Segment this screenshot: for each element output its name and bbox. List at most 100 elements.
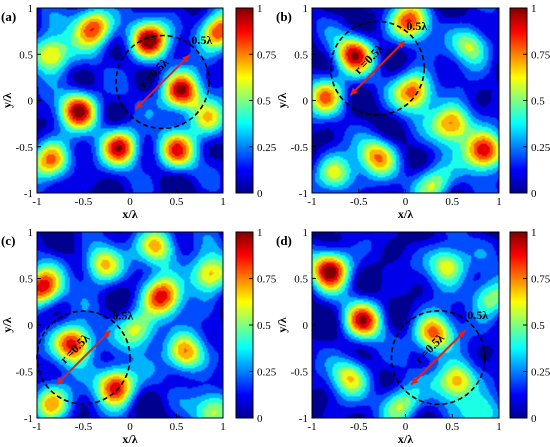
arrow-head	[56, 377, 64, 385]
y-tick-label: -0.5	[16, 367, 34, 379]
circle-label: 0.5λ	[406, 19, 427, 33]
x-tick-label: -1	[307, 421, 316, 433]
arrow-head	[397, 41, 405, 49]
x-axis-label: x/λ	[122, 432, 137, 446]
y-tick-label: 0.5	[19, 49, 33, 61]
colorbar-tick-label: 0.25	[531, 367, 550, 379]
x-tick-label: -0.5	[350, 196, 368, 208]
arrow-head	[135, 101, 144, 109]
y-tick-label: 0.5	[294, 49, 308, 61]
y-tick-label: -0.5	[291, 142, 309, 154]
colorbar-tick-label: 1	[257, 3, 263, 15]
colorbar-tick-label: 0.75	[531, 49, 550, 61]
colorbar-tick-label: 0.5	[257, 320, 271, 332]
y-tick-label: -0.5	[16, 142, 34, 154]
y-tick-label: 1	[28, 227, 34, 239]
y-axis-label: y/λ	[0, 93, 14, 108]
panel-b: -1 -0.5 0 0.5 1-1-0.500.51x/λy/λ(b)r =0.5λ0.…	[275, 3, 550, 221]
intensity-map	[37, 232, 223, 418]
circle-boundary	[115, 34, 210, 130]
colorbar-tick-label: 0.25	[257, 142, 277, 154]
arrow-head	[457, 330, 466, 338]
colorbar-tick-label: 0	[531, 413, 537, 425]
circle-label: 0.5λ	[467, 308, 488, 322]
panel-a: -1 -0.5 0 0.5 1-1-0.500.51x/λy/λ(a)r =0.5λ0.…	[0, 3, 277, 221]
y-tick-label: 0.5	[19, 274, 33, 286]
y-tick-label: 0	[28, 320, 34, 332]
x-tick-label: -0.5	[75, 196, 93, 208]
y-axis-label: y/λ	[275, 93, 289, 108]
intensity-map	[312, 8, 499, 193]
panel-label: (b)	[276, 9, 292, 24]
colorbar-tick-label: 0	[531, 188, 537, 200]
colorbar-tick-label: 0.5	[257, 96, 271, 108]
x-tick-label: 0.5	[445, 421, 459, 433]
x-tick-label: 0	[403, 421, 409, 433]
intensity-map	[37, 8, 223, 193]
colorbar-tick-label: 0	[257, 188, 263, 200]
x-axis-label: x/λ	[398, 207, 413, 221]
circle-boundary	[36, 310, 131, 405]
x-tick-label: 0	[127, 421, 133, 433]
colorbar-tick-label: 0.25	[257, 367, 277, 379]
y-tick-label: -1	[299, 188, 308, 200]
x-tick-label: 0.5	[170, 421, 184, 433]
radius-arrow	[55, 329, 112, 386]
arrow-head	[350, 87, 358, 96]
panel-d: -1 -0.5 0 0.5 1-1-0.500.51x/λy/λ(d)r =0.5λ0.…	[275, 227, 550, 446]
x-tick-label: -1	[32, 421, 41, 433]
colorbar-tick-label: 0.75	[531, 274, 550, 286]
circle-boundary	[390, 309, 486, 406]
panel-label: (d)	[276, 233, 292, 248]
y-tick-label: 1	[28, 3, 34, 15]
circle-label: 0.5λ	[191, 33, 212, 47]
x-tick-label: -0.5	[75, 421, 93, 433]
colorbar-tick-label: 1	[257, 227, 263, 239]
x-axis-label: x/λ	[398, 432, 413, 446]
x-axis-label: x/λ	[122, 207, 137, 221]
colorbar-tick-label: 0.75	[257, 274, 277, 286]
radius-arrow	[134, 54, 191, 110]
y-tick-label: -0.5	[291, 367, 309, 379]
y-tick-label: 0	[303, 96, 309, 108]
x-tick-label: 0	[403, 196, 409, 208]
x-tick-label: 0	[127, 196, 133, 208]
x-tick-label: -0.5	[350, 421, 368, 433]
x-tick-label: -1	[307, 196, 316, 208]
y-tick-label: 1	[303, 3, 309, 15]
y-tick-label: -1	[299, 413, 308, 425]
y-tick-label: -1	[24, 188, 33, 200]
colorbar-tick-label: 0	[257, 413, 263, 425]
arrow-head	[182, 55, 190, 63]
intensity-map	[312, 232, 499, 418]
x-tick-label: 0.5	[445, 196, 459, 208]
radius-arrow	[410, 329, 467, 386]
arrow-head	[411, 377, 419, 385]
panel-label: (a)	[1, 9, 16, 24]
y-tick-label: 1	[303, 227, 309, 239]
radius-arrow	[349, 40, 406, 96]
y-tick-label: 0	[303, 320, 309, 332]
x-tick-label: 1	[220, 421, 226, 433]
panel-label: (c)	[1, 233, 15, 248]
y-axis-label: y/λ	[275, 317, 289, 332]
x-tick-label: 1	[496, 421, 502, 433]
colorbar-tick-label: 0.75	[257, 49, 277, 61]
x-tick-label: 1	[220, 196, 226, 208]
x-tick-label: 0.5	[170, 196, 184, 208]
circle-boundary	[329, 20, 426, 116]
x-tick-label: 1	[496, 196, 502, 208]
y-tick-label: 0.5	[294, 274, 308, 286]
y-tick-label: -1	[24, 413, 33, 425]
circle-label: 0.5λ	[112, 308, 133, 322]
colorbar-tick-label: 1	[531, 227, 537, 239]
colorbar-tick-label: 0.5	[531, 320, 545, 332]
y-axis-label: y/λ	[0, 317, 14, 332]
colorbar-tick-label: 1	[531, 3, 537, 15]
x-tick-label: -1	[32, 196, 41, 208]
y-tick-label: 0	[28, 96, 34, 108]
colorbar-tick-label: 0.25	[531, 142, 550, 154]
arrow-head	[103, 330, 111, 339]
panel-c: -1 -0.5 0 0.5 1-1-0.500.51x/λy/λ(c)r =0.5λ0.…	[0, 227, 277, 446]
